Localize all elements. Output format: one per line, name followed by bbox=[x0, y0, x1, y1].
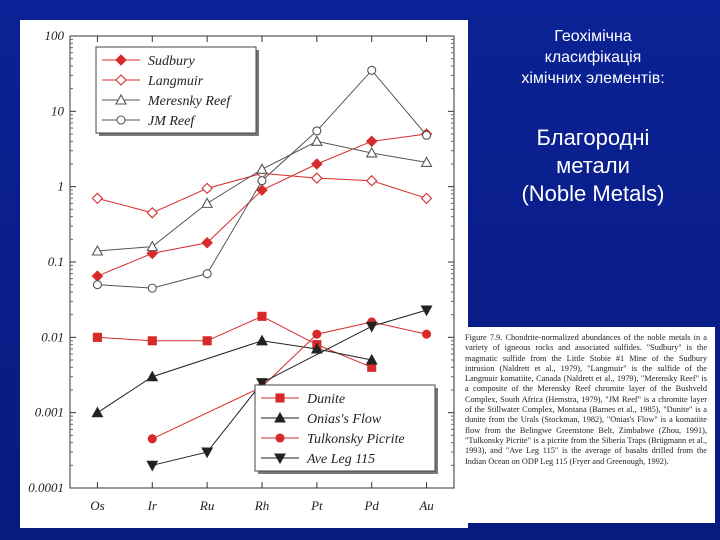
data-point-meresnky-reef bbox=[201, 197, 214, 208]
series-line-sudbury bbox=[97, 133, 427, 277]
data-point-langmuir bbox=[201, 182, 213, 195]
heading-line: класифікація bbox=[544, 49, 642, 66]
heading-line: Геохімічна bbox=[554, 28, 632, 45]
slide-subtitle: Благородні метали (Noble Metals) bbox=[478, 124, 708, 208]
data-point-jm-reef bbox=[422, 130, 432, 140]
legend-marker bbox=[274, 411, 286, 423]
legend-label: Ave Leg 115 bbox=[306, 452, 375, 467]
data-point-onias-s-flow bbox=[310, 342, 323, 354]
data-point-sudbury bbox=[91, 270, 104, 282]
legend-box-bottom bbox=[254, 384, 436, 472]
legend-label: Sudbury bbox=[148, 54, 195, 69]
data-point-meresnky-reef bbox=[146, 240, 159, 252]
data-point-jm-reef bbox=[257, 176, 267, 186]
series-onias-s-flow bbox=[91, 334, 378, 418]
y-tick-label: 10 bbox=[51, 103, 65, 118]
data-point-langmuir bbox=[91, 192, 104, 205]
data-point-langmuir bbox=[365, 174, 378, 187]
data-point-tulkonsky-picrite bbox=[312, 329, 322, 339]
x-tick-label: Ru bbox=[199, 498, 215, 513]
legend-marker bbox=[274, 453, 286, 465]
series-sudbury bbox=[91, 128, 433, 282]
legend-marker bbox=[115, 93, 127, 105]
legend-label: Langmuir bbox=[147, 74, 204, 89]
data-point-dunite bbox=[147, 336, 157, 346]
series-jm-reef bbox=[92, 65, 432, 293]
series-line-dunite bbox=[97, 315, 372, 368]
caption-text: Figure 7.9. Chondrite-normalized abundan… bbox=[465, 333, 707, 466]
chart-panel: 100 10 1 0.1 0.01 0.001 0.0001 Os Ir Ru Rh Pt Pd Au S… bbox=[20, 20, 468, 528]
data-point-meresnky-reef bbox=[256, 163, 268, 174]
data-point-meresnky-reef bbox=[365, 146, 378, 158]
series-meresnky-reef bbox=[91, 135, 433, 256]
data-point-meresnky-reef bbox=[310, 135, 323, 146]
data-point-sudbury bbox=[365, 135, 378, 148]
data-point-dunite bbox=[92, 332, 102, 342]
subtitle-line: Благородні bbox=[536, 125, 650, 150]
data-point-onias-s-flow bbox=[146, 370, 159, 382]
legend-marker bbox=[275, 433, 285, 443]
legend-label: Onias's Flow bbox=[307, 412, 382, 427]
x-tick-label: Rh bbox=[254, 498, 269, 513]
data-point-sudbury bbox=[201, 236, 213, 249]
series-dunite bbox=[92, 311, 377, 372]
data-point-ave-leg-115 bbox=[146, 460, 159, 472]
data-point-dunite bbox=[202, 336, 212, 346]
data-point-onias-s-flow bbox=[256, 334, 268, 346]
y-tick-label: 100 bbox=[45, 28, 65, 43]
legend-label: Tulkonsky Picrite bbox=[307, 432, 405, 447]
data-point-jm-reef bbox=[92, 280, 102, 290]
y-tick-label: 0.01 bbox=[41, 329, 64, 344]
x-tick-label: Ir bbox=[147, 498, 158, 513]
data-point-meresnky-reef bbox=[420, 156, 433, 167]
y-tick-label: 1 bbox=[58, 179, 65, 194]
data-point-ave-leg-115 bbox=[256, 378, 268, 389]
data-point-langmuir bbox=[311, 172, 323, 184]
legend-marker bbox=[116, 115, 126, 125]
data-point-onias-s-flow bbox=[91, 406, 104, 418]
data-point-sudbury bbox=[311, 158, 323, 170]
legend-label: Meresnky Reef bbox=[147, 94, 232, 109]
x-tick-label: Au bbox=[418, 498, 434, 513]
y-tick-label: 0.1 bbox=[48, 254, 64, 269]
legend-label: Dunite bbox=[306, 392, 345, 407]
y-tick-label: 0.001 bbox=[35, 405, 64, 420]
subtitle-line: (Noble Metals) bbox=[521, 181, 665, 206]
x-tick-label: Pt bbox=[310, 498, 323, 513]
legend-marker bbox=[115, 74, 127, 86]
data-point-meresnky-reef bbox=[91, 244, 104, 256]
subtitle-line: метали bbox=[556, 153, 630, 178]
data-point-tulkonsky-picrite bbox=[147, 434, 157, 444]
slide-heading: Геохімічна класифікація хімічних элемент… bbox=[478, 26, 708, 89]
data-point-langmuir bbox=[146, 207, 159, 219]
data-point-jm-reef bbox=[312, 126, 322, 136]
legend-label: JM Reef bbox=[148, 114, 196, 129]
data-point-tulkonsky-picrite bbox=[422, 329, 432, 339]
legend-marker bbox=[115, 54, 127, 66]
x-tick-label: Os bbox=[90, 498, 104, 513]
data-point-jm-reef bbox=[202, 269, 212, 279]
data-point-ave-leg-115 bbox=[420, 305, 433, 317]
noble-metals-chart: 100 10 1 0.1 0.01 0.001 0.0001 Os Ir Ru Rh Pt Pd Au S… bbox=[28, 28, 455, 513]
figure-caption: Figure 7.9. Chondrite-normalized abundan… bbox=[457, 327, 715, 523]
series-line-meresnky-reef bbox=[97, 140, 427, 252]
data-point-jm-reef bbox=[367, 65, 377, 75]
data-point-ave-leg-115 bbox=[365, 321, 378, 333]
data-point-dunite bbox=[257, 311, 267, 321]
data-point-sudbury bbox=[256, 184, 268, 196]
y-tick-label: 0.0001 bbox=[28, 480, 64, 495]
data-point-onias-s-flow bbox=[365, 353, 378, 365]
data-point-ave-leg-115 bbox=[201, 447, 214, 459]
data-point-jm-reef bbox=[147, 283, 157, 293]
heading-line: хімічних элементів: bbox=[521, 70, 665, 87]
legend-marker bbox=[275, 393, 285, 403]
data-point-langmuir bbox=[420, 192, 433, 205]
series-ave-leg-115 bbox=[146, 305, 433, 472]
x-tick-label: Pd bbox=[363, 498, 379, 513]
